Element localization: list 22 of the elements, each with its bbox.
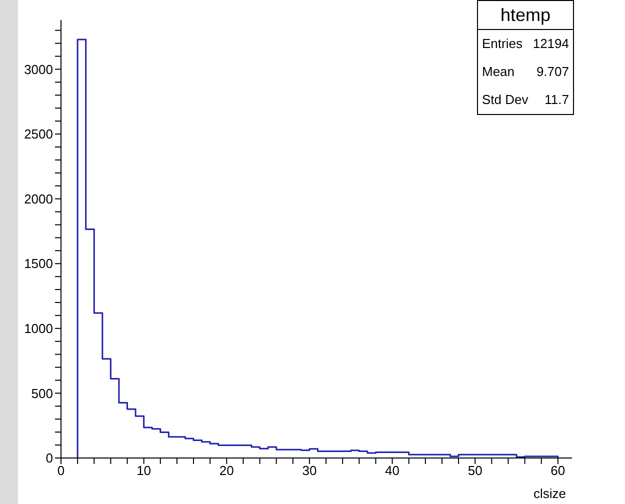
x-tick-label: 50: [468, 463, 482, 478]
x-tick-label: 10: [136, 463, 152, 478]
y-tick-label: 1500: [24, 256, 53, 272]
x-axis-title: clsize: [533, 486, 566, 501]
chart-title: htemp: [478, 1, 573, 30]
x-tick-label: 40: [385, 463, 400, 478]
annotation: Mean: [482, 63, 515, 81]
y-tick-label: 0: [46, 450, 53, 466]
y-tick-label: 3000: [24, 62, 53, 77]
annotation: 11.7: [544, 91, 569, 109]
y-tick-label: 1000: [24, 321, 53, 336]
annotation: Entries: [482, 35, 522, 53]
x-tick-label: 0: [57, 463, 65, 478]
y-tick-label: 2500: [24, 126, 53, 142]
annotation: 9.707: [536, 63, 569, 81]
y-tick-label: 2000: [24, 191, 53, 206]
annotation: 12194: [532, 35, 569, 53]
annotation: Std Dev: [482, 91, 528, 109]
x-tick-label: 60: [550, 463, 566, 478]
y-tick-label: 500: [31, 386, 53, 401]
x-tick-label: 20: [219, 463, 234, 478]
x-tick-label: 30: [302, 463, 317, 478]
